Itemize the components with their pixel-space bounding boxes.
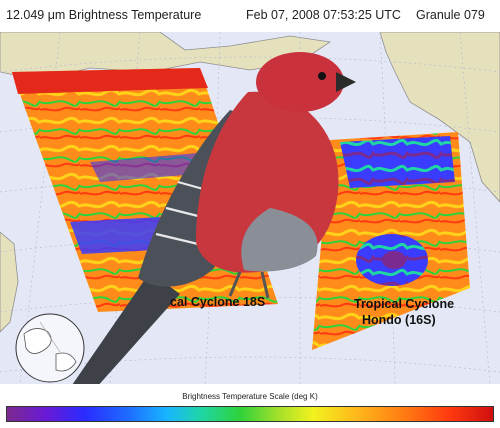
scale-title: Brightness Temperature Scale (deg K) [0, 392, 500, 401]
cyclone-hondo-label-line2: Hondo (16S) [362, 313, 436, 327]
temperature-colorbar [6, 406, 494, 422]
cyclone-18s-label: cal Cyclone 18S [170, 295, 265, 309]
satellite-map: cal Cyclone 18S Tropical Cyclone Hondo (… [0, 32, 500, 384]
timestamp-label: Feb 07, 2008 07:53:25 UTC [246, 8, 401, 22]
bird-eye [318, 72, 326, 80]
cyclone-hondo-label-line1: Tropical Cyclone [354, 297, 454, 311]
product-title: 12.049 μm Brightness Temperature [6, 8, 201, 22]
swath-right-cold-top [340, 136, 455, 188]
granule-label: Granule 079 [416, 8, 485, 22]
bird-head [256, 52, 344, 112]
inset-globe [16, 314, 84, 382]
figure-header: 12.049 μm Brightness Temperature Feb 07,… [0, 0, 500, 32]
cyclone-hondo-eye [382, 251, 406, 269]
